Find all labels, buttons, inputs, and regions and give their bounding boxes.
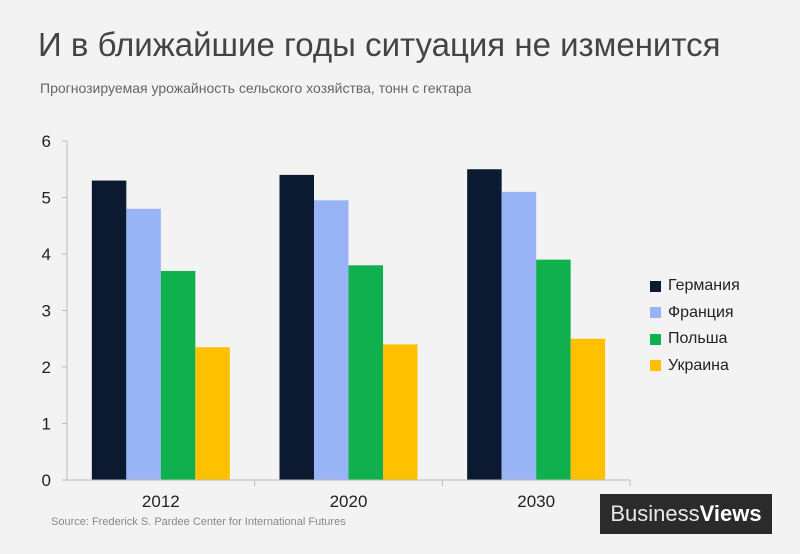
legend-swatch <box>650 333 661 345</box>
bar <box>348 265 383 480</box>
bar <box>570 338 606 480</box>
bar <box>501 191 537 480</box>
bar <box>91 180 127 481</box>
bar <box>195 347 230 480</box>
chart-title: И в ближайшие годы ситуация не изменится <box>38 26 721 63</box>
y-tick-label: 1 <box>42 415 51 434</box>
legend: Германия Франция Польша Украина <box>650 273 740 379</box>
y-tick-label: 2 <box>42 358 51 377</box>
legend-item: Франция <box>650 300 740 327</box>
legend-label: Украина <box>668 356 729 374</box>
bar <box>160 270 196 480</box>
legend-item: Германия <box>650 273 740 300</box>
bar <box>126 208 161 481</box>
y-tick-label: 6 <box>42 132 51 151</box>
legend-label: Польша <box>668 330 728 348</box>
y-tick-label: 0 <box>42 471 51 490</box>
x-tick-label: 2012 <box>142 492 180 511</box>
legend-item: Польша <box>650 326 740 353</box>
chart-subtitle: Прогнозируемая урожайность сельского хоз… <box>40 80 472 96</box>
bar <box>383 344 418 480</box>
bar <box>536 259 571 480</box>
source-note: Source: Frederick S. Pardee Center for I… <box>51 516 346 528</box>
logo-part-business: Business <box>610 501 700 526</box>
logo-part-views: Views <box>699 501 762 526</box>
legend-swatch <box>650 307 661 319</box>
y-tick-label: 5 <box>42 189 51 208</box>
businessviews-logo: BusinessViews <box>600 494 772 534</box>
legend-label: Германия <box>668 277 740 295</box>
y-tick-label: 3 <box>42 302 51 321</box>
legend-swatch <box>650 360 661 372</box>
legend-item: Украина <box>650 353 740 380</box>
x-tick-label: 2020 <box>330 492 368 511</box>
axes-group: 0 1 2 3 4 5 6 2012 2020 2030 <box>42 132 631 511</box>
legend-label: Франция <box>668 303 734 321</box>
bar <box>314 200 349 480</box>
bars-group <box>91 169 606 481</box>
bar <box>279 174 314 480</box>
bar <box>467 169 502 480</box>
y-tick-label: 4 <box>42 245 51 264</box>
x-tick-label: 2030 <box>517 492 555 511</box>
legend-swatch <box>650 280 661 292</box>
